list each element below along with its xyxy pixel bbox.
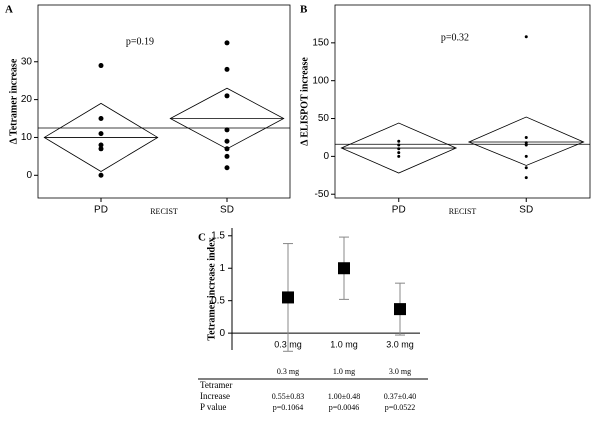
data-point [98, 146, 104, 152]
data-point [524, 35, 528, 39]
plot-frame [37, 4, 291, 199]
data-point [224, 138, 230, 144]
x-axis-label: RECIST [449, 207, 477, 216]
y-tick-label: 0 [26, 170, 32, 181]
data-point [397, 154, 401, 158]
y-axis-label: Tetramer increase index [206, 237, 217, 340]
x-tick-label: SD [220, 205, 234, 216]
panel-label: C [198, 232, 206, 244]
annotation: p=0.32 [441, 32, 469, 43]
y-tick-label: 0 [219, 328, 225, 339]
y-tick-label: 1 [219, 263, 225, 274]
data-point [224, 40, 230, 46]
data-point [397, 147, 401, 151]
y-tick-label: 0 [323, 151, 329, 162]
data-point [224, 66, 230, 72]
y-axis-label: Δ Tetramer increase [8, 58, 19, 144]
table-p-value: p=0.0522 [385, 403, 416, 412]
data-point [224, 153, 230, 159]
data-point [397, 139, 401, 143]
data-point [524, 176, 528, 180]
data-point [524, 135, 528, 139]
x-tick-label: SD [519, 205, 533, 216]
table-row-label: Increase [200, 391, 230, 401]
data-point [524, 143, 528, 147]
table-p-value: p=0.1064 [273, 403, 304, 412]
y-tick-label: 100 [312, 75, 329, 86]
y-tick-label: -50 [315, 189, 330, 200]
table-value: 0.37±0.40 [384, 392, 416, 401]
table-value: 0.55±0.83 [272, 392, 304, 401]
table-p-value: p=0.0046 [329, 403, 360, 412]
y-tick-label: 150 [312, 37, 329, 48]
data-point [397, 151, 401, 155]
y-tick-label: 50 [318, 113, 330, 124]
table-row-label: Tetramer [200, 380, 232, 390]
table-row-label: P value [200, 402, 226, 412]
plot-frame [334, 4, 591, 199]
data-point [98, 63, 104, 69]
table-column-header: 3.0 mg [389, 367, 411, 376]
y-tick-label: 10 [21, 132, 33, 143]
data-point [524, 166, 528, 170]
data-point [224, 93, 230, 99]
x-tick-label: PD [94, 205, 108, 216]
mean-marker [338, 262, 350, 275]
data-point [524, 154, 528, 158]
data-point [524, 141, 528, 145]
data-point [98, 172, 104, 178]
data-point [397, 143, 401, 147]
x-tick-label: PD [392, 205, 406, 216]
data-point [98, 131, 104, 137]
x-tick-label: 3.0 mg [386, 339, 414, 349]
panel-label: B [300, 4, 308, 16]
mean-marker [394, 303, 406, 316]
panel-label: A [5, 4, 13, 16]
mean-diamond [467, 116, 585, 166]
data-point [224, 127, 230, 133]
x-tick-label: 0.3 mg [274, 339, 302, 349]
y-tick-label: 0.5 [211, 295, 225, 306]
y-axis-label: Δ ELISPOT increase [299, 57, 310, 146]
data-point [98, 142, 104, 148]
data-point [224, 146, 230, 152]
table-column-header: 0.3 mg [277, 367, 299, 376]
y-tick-label: 1.5 [211, 230, 225, 241]
data-point [224, 165, 230, 171]
data-point [98, 116, 104, 122]
annotation: p=0.19 [126, 36, 154, 47]
x-tick-label: 1.0 mg [330, 339, 358, 349]
table-value: 1.00±0.48 [328, 392, 360, 401]
x-axis-label: RECIST [150, 207, 178, 216]
table-column-header: 1.0 mg [333, 367, 355, 376]
y-tick-label: 20 [21, 94, 33, 105]
mean-marker [282, 291, 294, 304]
y-tick-label: 30 [21, 56, 33, 67]
